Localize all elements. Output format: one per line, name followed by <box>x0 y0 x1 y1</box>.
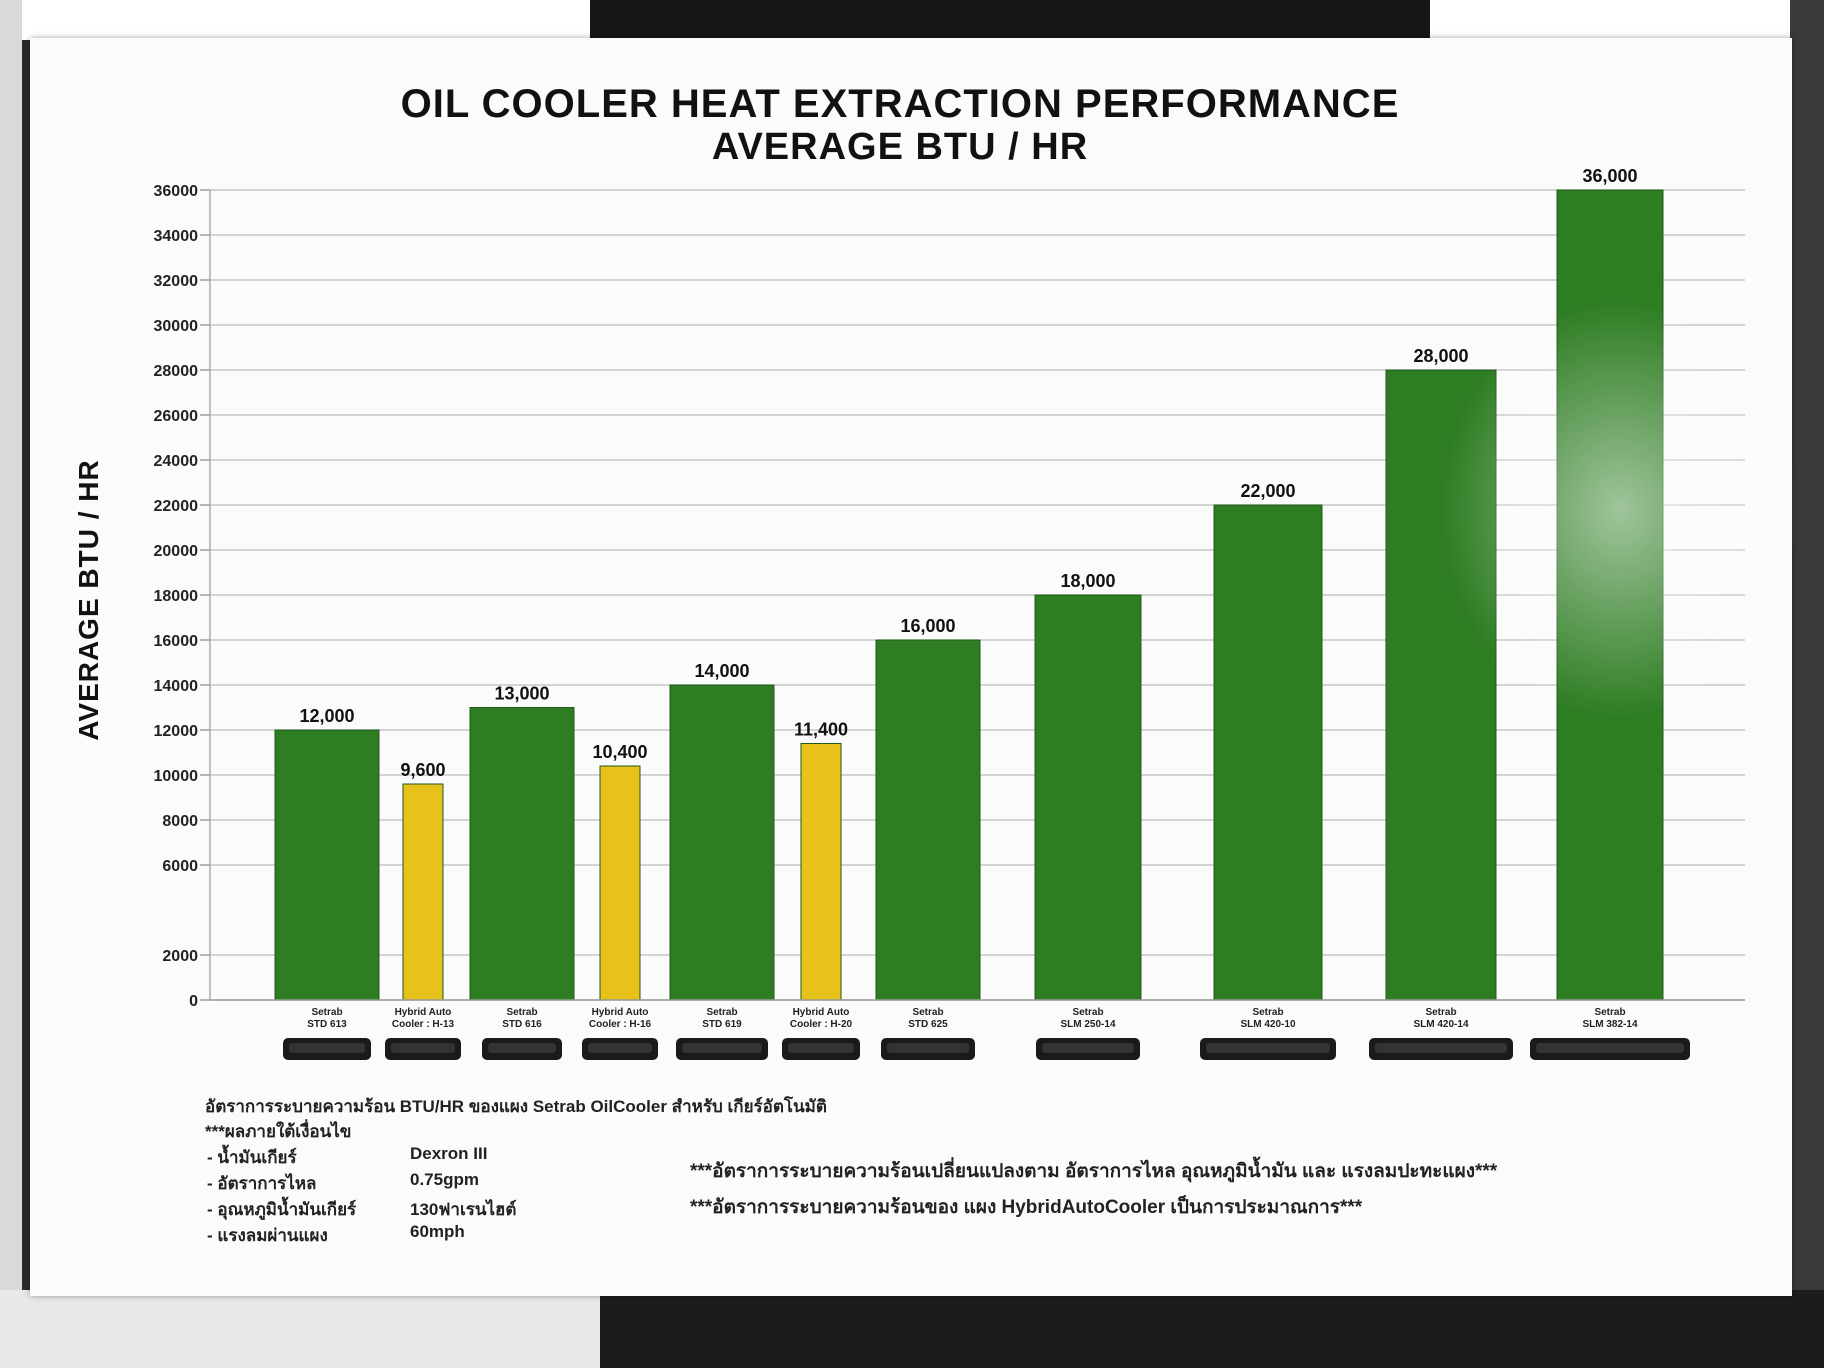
x-tick-label: Setrab <box>1594 1007 1625 1018</box>
x-tick-label: Cooler : H-20 <box>790 1019 853 1030</box>
bar <box>800 743 842 1001</box>
notes-caption: อัตราการระบายความร้อน BTU/HR ของแผง Setr… <box>205 1097 827 1116</box>
x-tick-label: STD 619 <box>702 1019 742 1030</box>
y-axis-title: AVERAGE BTU / HR <box>73 459 104 741</box>
data-label: 28,000 <box>1413 346 1468 366</box>
condition-label: - อุณหภูมิน้ำมันเกียร์ <box>207 1200 357 1219</box>
x-tick-label: SLM 250-14 <box>1060 1019 1115 1030</box>
condition-label: - อัตราการไหล <box>207 1174 317 1193</box>
y-tick-label: 6000 <box>162 858 198 875</box>
data-label: 18,000 <box>1060 571 1115 591</box>
disclaimer-flow: ***อัตราการระบายความร้อนเปลี่ยนแปลงตาม อ… <box>690 1161 1498 1182</box>
data-label: 9,600 <box>400 760 445 780</box>
data-label: 22,000 <box>1240 481 1295 501</box>
bar <box>875 639 981 1001</box>
bar <box>274 729 380 1001</box>
y-tick-label: 20000 <box>154 543 199 560</box>
x-tick-label: Setrab <box>1252 1007 1283 1018</box>
y-tick-label: 8000 <box>162 813 198 830</box>
y-tick-label: 36000 <box>154 183 199 200</box>
y-tick-label: 26000 <box>154 408 199 425</box>
y-tick-label: 30000 <box>154 318 199 335</box>
y-tick-label: 28000 <box>154 363 199 380</box>
x-tick-label: Setrab <box>311 1007 342 1018</box>
bar <box>669 684 775 1001</box>
x-tick-label: Cooler : H-16 <box>589 1019 652 1030</box>
chart-title: OIL COOLER HEAT EXTRACTION PERFORMANCE <box>400 82 1400 126</box>
y-tick-label: 24000 <box>154 453 199 470</box>
cooler-image-core <box>887 1043 969 1053</box>
cooler-image-core <box>1375 1043 1507 1053</box>
cooler-image-core <box>788 1043 854 1053</box>
cooler-image-core <box>289 1043 365 1053</box>
x-tick-label: SLM 382-14 <box>1582 1019 1637 1030</box>
x-tick-label: SLM 420-10 <box>1240 1019 1295 1030</box>
x-tick-label: STD 625 <box>908 1019 948 1030</box>
disclaimer-estimate: ***อัตราการระบายความร้อนของ แผง HybridAu… <box>690 1197 1363 1218</box>
y-tick-label: 22000 <box>154 498 199 515</box>
y-tick-label: 32000 <box>154 273 199 290</box>
chart-subtitle: AVERAGE BTU / HR <box>711 126 1089 168</box>
x-tick-label: Setrab <box>1425 1007 1456 1018</box>
condition-label: - น้ำมันเกียร์ <box>207 1148 297 1167</box>
x-tick-label: Setrab <box>912 1007 943 1018</box>
notes-conditions-heading: ***ผลภายใต้เงื่อนไข <box>205 1122 352 1141</box>
x-tick-label: Hybrid Auto <box>592 1007 649 1018</box>
cooler-image-core <box>1536 1043 1684 1053</box>
x-tick-label: STD 613 <box>307 1019 347 1030</box>
x-tick-label: Setrab <box>506 1007 537 1018</box>
background-left <box>0 0 22 1368</box>
x-tick-label: Setrab <box>706 1007 737 1018</box>
data-label: 16,000 <box>900 616 955 636</box>
y-tick-label: 12000 <box>154 723 199 740</box>
x-tick-label: STD 616 <box>502 1019 542 1030</box>
bar <box>1034 594 1142 1001</box>
bar <box>469 707 575 1001</box>
x-tick-label: Hybrid Auto <box>793 1007 850 1018</box>
bar <box>1556 189 1664 1001</box>
data-label: 13,000 <box>494 684 549 704</box>
cooler-image-core <box>391 1043 455 1053</box>
condition-value: Dexron III <box>410 1144 488 1163</box>
data-label: 10,400 <box>592 742 647 762</box>
bar <box>599 765 641 1001</box>
cooler-image-core <box>1206 1043 1330 1053</box>
y-tick-label: 0 <box>189 993 198 1010</box>
x-tick-label: SLM 420-14 <box>1413 1019 1468 1030</box>
data-label: 36,000 <box>1582 166 1637 186</box>
background-top-dark <box>590 0 1430 42</box>
condition-value: 0.75gpm <box>410 1170 479 1189</box>
x-tick-label: Hybrid Auto <box>395 1007 452 1018</box>
x-tick-label: Cooler : H-13 <box>392 1019 455 1030</box>
y-tick-label: 16000 <box>154 633 199 650</box>
data-label: 14,000 <box>694 661 749 681</box>
cooler-image-core <box>488 1043 556 1053</box>
cooler-image-core <box>588 1043 652 1053</box>
bar <box>1213 504 1323 1001</box>
data-label: 12,000 <box>299 706 354 726</box>
condition-label: - แรงลมผ่านแผง <box>207 1226 328 1245</box>
cooler-image-core <box>682 1043 762 1053</box>
condition-value: 60mph <box>410 1222 465 1241</box>
y-tick-label: 2000 <box>162 948 198 965</box>
cooler-image-core <box>1042 1043 1134 1053</box>
y-tick-label: 34000 <box>154 228 199 245</box>
y-tick-label: 18000 <box>154 588 199 605</box>
condition-value: 130ฟาเรนไฮต์ <box>410 1200 517 1219</box>
x-tick-label: Setrab <box>1072 1007 1103 1018</box>
bar <box>402 783 444 1001</box>
y-tick-label: 10000 <box>154 768 199 785</box>
bar <box>1385 369 1497 1001</box>
y-tick-label: 14000 <box>154 678 199 695</box>
background-bottom-light <box>0 1290 600 1368</box>
data-label: 11,400 <box>794 720 848 740</box>
